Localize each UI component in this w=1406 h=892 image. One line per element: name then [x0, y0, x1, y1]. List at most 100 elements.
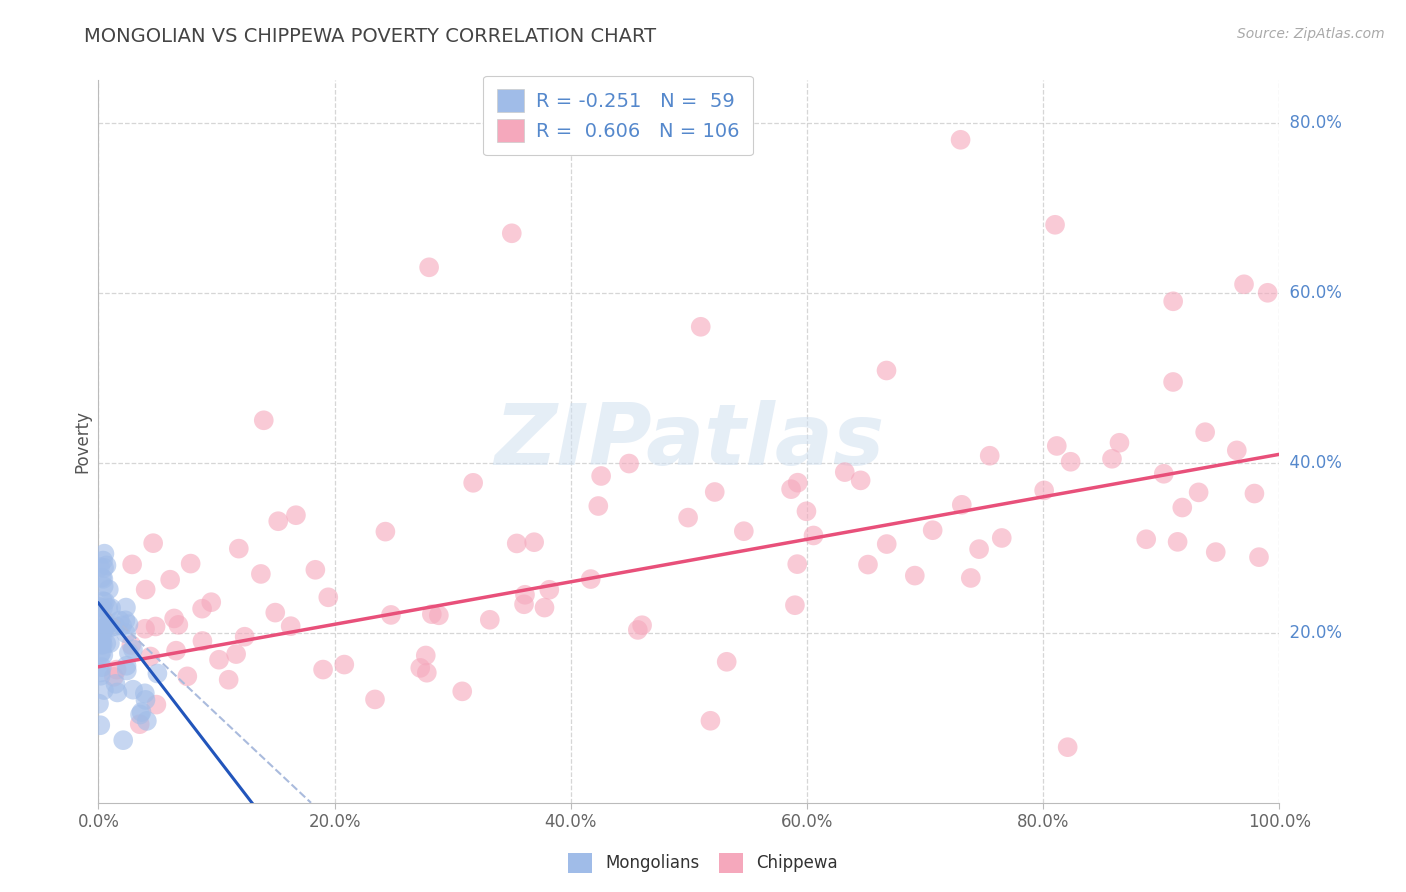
Point — [93, 561, 115, 575]
Point — [949, 133, 972, 147]
Point — [93, 547, 115, 561]
Point — [533, 600, 555, 615]
Point — [1205, 545, 1227, 559]
Point — [112, 733, 135, 747]
Point — [979, 449, 1001, 463]
Text: 60.0%: 60.0% — [1279, 284, 1343, 301]
Point — [115, 600, 138, 615]
Point — [250, 566, 273, 581]
Point — [374, 524, 396, 539]
Point — [856, 558, 879, 572]
Point — [89, 648, 111, 662]
Point — [478, 613, 501, 627]
Point — [617, 457, 640, 471]
Point — [105, 663, 128, 677]
Point — [783, 598, 806, 612]
Point — [208, 653, 231, 667]
Point — [114, 613, 136, 627]
Point — [134, 693, 156, 707]
Point — [97, 601, 120, 615]
Point — [91, 648, 114, 662]
Point — [716, 655, 738, 669]
Point — [284, 508, 307, 523]
Point — [134, 686, 156, 700]
Point — [1161, 294, 1184, 309]
Point — [876, 537, 898, 551]
Point — [145, 698, 167, 712]
Point — [90, 638, 112, 652]
Point — [118, 646, 141, 660]
Point — [904, 568, 927, 582]
Point — [416, 665, 439, 680]
Point — [225, 647, 247, 661]
Point — [501, 227, 523, 241]
Point — [950, 498, 973, 512]
Point — [191, 634, 214, 648]
Point — [89, 605, 111, 619]
Point — [91, 553, 114, 567]
Point — [145, 619, 167, 633]
Point — [1059, 455, 1081, 469]
Point — [1171, 500, 1194, 515]
Point — [94, 620, 117, 634]
Point — [333, 657, 356, 672]
Text: 20.0%: 20.0% — [1279, 624, 1343, 642]
Text: 40.0%: 40.0% — [1279, 454, 1343, 472]
Point — [420, 607, 443, 622]
Point — [115, 664, 138, 678]
Point — [94, 595, 117, 609]
Point — [87, 697, 110, 711]
Point — [959, 571, 981, 585]
Point — [1135, 533, 1157, 547]
Point — [1247, 550, 1270, 565]
Point — [108, 614, 131, 628]
Point — [803, 528, 825, 542]
Point — [176, 669, 198, 683]
Point — [97, 582, 120, 597]
Point — [304, 563, 326, 577]
Point — [131, 705, 153, 719]
Point — [380, 607, 402, 622]
Point — [91, 631, 114, 645]
Point — [93, 579, 115, 593]
Point — [87, 615, 110, 630]
Point — [796, 504, 818, 518]
Point — [967, 542, 990, 557]
Point — [90, 665, 112, 680]
Point — [115, 626, 138, 640]
Point — [122, 642, 145, 657]
Point — [876, 363, 898, 377]
Point — [451, 684, 474, 698]
Point — [513, 597, 536, 611]
Point — [1046, 439, 1069, 453]
Point — [98, 636, 121, 650]
Point — [165, 643, 187, 657]
Point — [90, 645, 112, 659]
Point — [523, 535, 546, 549]
Point — [218, 673, 240, 687]
Point — [111, 618, 134, 632]
Point — [733, 524, 755, 539]
Point — [1233, 277, 1256, 292]
Point — [1188, 485, 1211, 500]
Point — [849, 474, 872, 488]
Point — [117, 617, 139, 632]
Point — [703, 485, 725, 500]
Point — [1153, 467, 1175, 481]
Point — [786, 475, 808, 490]
Point — [689, 319, 711, 334]
Point — [121, 558, 143, 572]
Point — [312, 663, 335, 677]
Point — [1226, 443, 1249, 458]
Point — [191, 601, 214, 615]
Point — [120, 638, 142, 652]
Point — [1243, 486, 1265, 500]
Y-axis label: Poverty: Poverty — [73, 410, 91, 473]
Point — [506, 536, 529, 550]
Point — [267, 514, 290, 528]
Point — [1043, 218, 1066, 232]
Point — [96, 558, 118, 573]
Point — [159, 573, 181, 587]
Point — [409, 661, 432, 675]
Legend: R = -0.251   N =  59, R =  0.606   N = 106: R = -0.251 N = 59, R = 0.606 N = 106 — [484, 76, 752, 155]
